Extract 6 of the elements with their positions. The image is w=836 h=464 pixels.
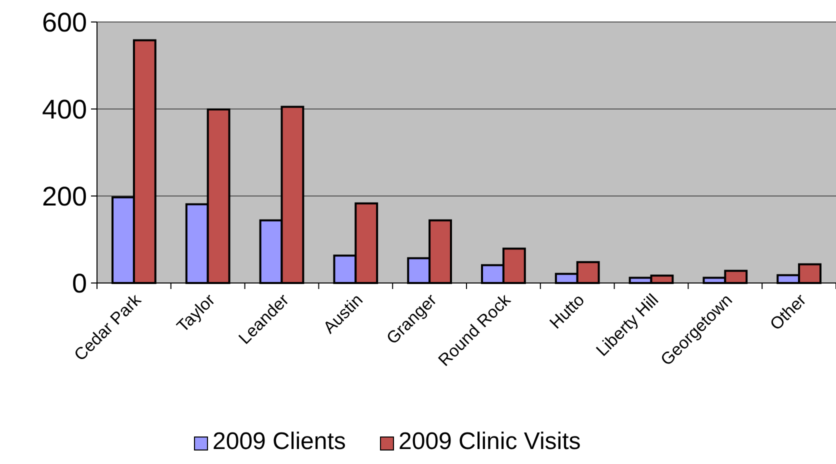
- y-tick-label: 0: [72, 268, 87, 298]
- y-tick-label: 600: [42, 7, 87, 38]
- y-tick-label: 200: [42, 181, 87, 212]
- legend-label: 2009 Clinic Visits: [398, 428, 581, 455]
- legend-label: 2009 Clients: [212, 428, 346, 455]
- y-tick-label: 400: [42, 94, 87, 124]
